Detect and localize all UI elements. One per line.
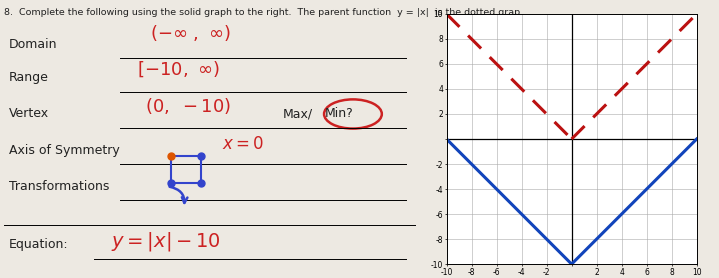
Text: Vertex: Vertex bbox=[9, 108, 49, 120]
Text: $y=|x|-10$: $y=|x|-10$ bbox=[111, 230, 221, 253]
Text: 8.  Complete the following using the solid graph to the right.  The parent funct: 8. Complete the following using the soli… bbox=[4, 8, 521, 17]
Text: $[-10,\ \infty)$: $[-10,\ \infty)$ bbox=[137, 60, 219, 79]
Text: Axis of Symmetry: Axis of Symmetry bbox=[9, 144, 119, 157]
Text: Transformations: Transformations bbox=[9, 180, 109, 193]
Text: $(-\infty\ ,\ \infty)$: $(-\infty\ ,\ \infty)$ bbox=[150, 23, 230, 43]
Text: Range: Range bbox=[9, 71, 48, 84]
Text: Equation:: Equation: bbox=[9, 238, 68, 251]
Text: Domain: Domain bbox=[9, 38, 57, 51]
Text: $(0,\ -10)$: $(0,\ -10)$ bbox=[145, 96, 232, 116]
Text: Min?: Min? bbox=[325, 108, 354, 120]
Text: $x=0$: $x=0$ bbox=[222, 136, 265, 153]
Text: Max/: Max/ bbox=[283, 108, 313, 120]
